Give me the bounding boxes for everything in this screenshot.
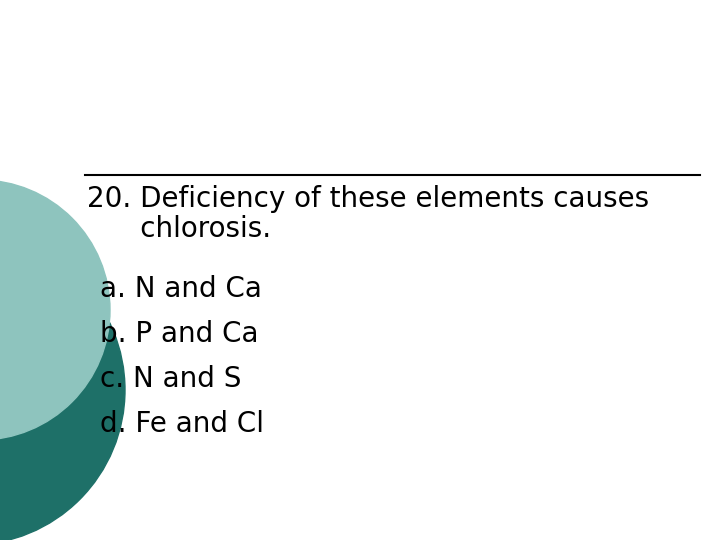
Text: a. N and Ca: a. N and Ca (100, 275, 262, 303)
Text: chlorosis.: chlorosis. (87, 215, 271, 243)
Circle shape (0, 180, 110, 440)
Text: d. Fe and Cl: d. Fe and Cl (100, 410, 264, 438)
Text: 20. Deficiency of these elements causes: 20. Deficiency of these elements causes (87, 185, 649, 213)
Circle shape (0, 235, 125, 540)
Text: c. N and S: c. N and S (100, 365, 241, 393)
Text: b. P and Ca: b. P and Ca (100, 320, 258, 348)
